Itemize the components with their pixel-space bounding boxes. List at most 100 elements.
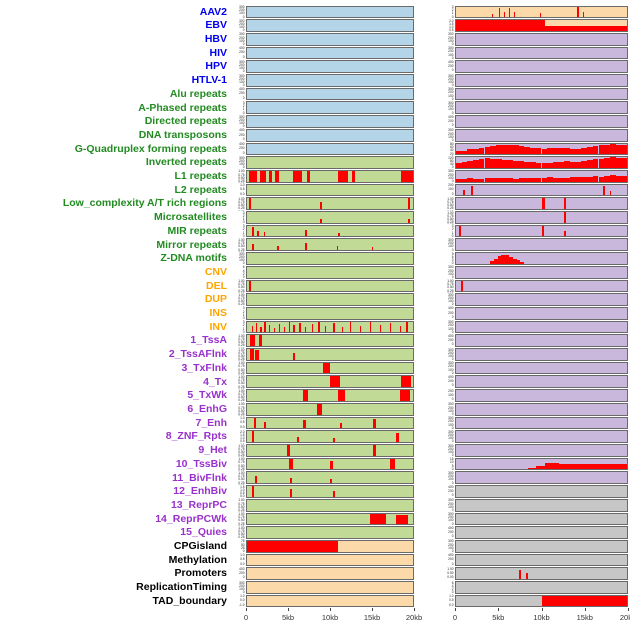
signal-bar	[514, 12, 516, 18]
y-tick-label: 0.75	[447, 213, 454, 218]
y-tick-label: 0.25	[238, 357, 245, 362]
y-tick-label: 2	[242, 104, 245, 109]
left-track-panel	[246, 128, 414, 142]
left-track-panel	[246, 430, 414, 443]
y-tick-label: 100	[448, 271, 454, 276]
y-tick-label: 200	[448, 49, 454, 54]
x-axis-spacer	[0, 608, 246, 630]
y-tick-label: 0.5	[240, 187, 245, 192]
left-y-axis: 2.01.51.00.50.0	[232, 430, 246, 444]
right-y-axis: 400 200 0	[441, 526, 455, 540]
y-tick-label: 400	[448, 333, 454, 338]
right-track-panel	[455, 5, 628, 19]
y-tick-label: 1	[451, 230, 454, 235]
signal-bar	[478, 158, 485, 168]
left-track-panel	[246, 293, 414, 306]
signal-bar	[563, 198, 567, 210]
y-tick-label: 40	[449, 162, 454, 167]
signal-bar	[373, 445, 377, 456]
y-tick-label: 0.25	[238, 384, 245, 389]
signal-bar	[338, 170, 349, 182]
row-label-htlv-1: HTLV-1	[191, 74, 227, 87]
y-tick-label: 3	[242, 224, 245, 229]
y-tick-label: 0.75	[238, 528, 245, 533]
y-tick-label: -1.0	[239, 602, 245, 607]
y-tick-label: 300	[239, 5, 245, 9]
signal-bar	[351, 170, 355, 182]
y-tick-label: 1.0	[240, 594, 245, 599]
signal-bar	[338, 390, 345, 401]
y-tick-label: 200	[239, 91, 245, 96]
y-tick-label: 1.00	[238, 388, 245, 393]
signal-bar	[552, 162, 559, 168]
x-tick-label: 5kb	[281, 613, 295, 622]
left-track-panel	[246, 19, 414, 32]
x-tick-mark	[288, 608, 289, 611]
row-label-replicationtiming: ReplicationTiming	[136, 581, 227, 594]
signal-bar	[255, 475, 258, 484]
left-track-panel	[246, 87, 414, 101]
y-tick-label: 100	[448, 134, 454, 139]
right-y-axis: 300 200 100 0	[441, 46, 455, 60]
signal-bar	[564, 160, 570, 168]
row-label-10-tssbiv: 10_TssBiv	[175, 457, 227, 470]
row-label-l2-repeats: L2 repeats	[174, 183, 227, 196]
right-track-panel	[455, 539, 628, 553]
signal-bar	[582, 11, 584, 18]
y-tick-label: 2	[242, 309, 245, 314]
signal-bar	[512, 258, 517, 264]
signal-bar	[251, 486, 255, 497]
y-tick-label: 200	[239, 21, 245, 26]
y-tick-label: 200	[448, 104, 454, 109]
y-tick-label: 300	[448, 32, 454, 37]
signal-bar	[264, 321, 266, 333]
right-y-axis: 300 200 100 0	[441, 361, 455, 375]
signal-bar	[621, 176, 627, 182]
y-tick-label: 0.50	[238, 504, 245, 509]
column-gap	[414, 5, 441, 19]
signal-bar	[516, 260, 521, 264]
signal-bar	[278, 323, 280, 333]
signal-bar	[541, 595, 627, 607]
track-row-htlv-1: HTLV-1 300 200 100 0 300 200 100 0	[0, 74, 628, 88]
right-y-axis: 300 200 100 0	[441, 293, 455, 307]
signal-bar	[484, 158, 491, 168]
y-tick-label: 0	[451, 55, 454, 60]
y-tick-label: 100	[448, 545, 454, 550]
track-row-hiv: HIV 400 200 0 300 200 100 0	[0, 46, 628, 60]
y-tick-label: 3	[451, 258, 454, 263]
row-label-9-het: 9_Het	[198, 444, 227, 457]
signal-bar	[609, 157, 616, 168]
y-tick-label: 0.5	[240, 439, 245, 444]
y-tick-label: 0.50	[447, 571, 454, 576]
y-tick-label: 3	[242, 306, 245, 311]
y-tick-label: 2	[451, 8, 454, 13]
signal-bar	[495, 177, 502, 182]
y-tick-label: 1.00	[238, 498, 245, 503]
signal-bar	[513, 160, 519, 168]
left-y-axis: 300 200 100 0	[232, 581, 246, 595]
y-tick-label: 1.00	[238, 279, 245, 284]
y-tick-label: 200	[448, 350, 454, 355]
left-y-axis: 1.000.750.500.250.00	[232, 512, 246, 525]
right-y-axis: 400 200 0	[441, 60, 455, 74]
right-y-axis: 300 200 100 0	[441, 87, 455, 101]
column-gap	[414, 224, 441, 238]
y-tick-label: 100	[239, 79, 245, 84]
y-tick-label: 0.75	[238, 282, 245, 287]
y-tick-label: 60	[449, 145, 454, 150]
signal-bar	[408, 198, 410, 210]
signal-bar	[349, 322, 352, 333]
y-tick-label: 3	[242, 320, 245, 325]
signal-bar	[577, 6, 580, 18]
y-tick-label: 0.25	[238, 412, 245, 416]
signal-bar	[518, 161, 525, 168]
y-tick-label: 0	[451, 261, 454, 266]
right-track-panel	[455, 115, 628, 128]
y-tick-label: 100	[239, 258, 245, 263]
y-tick-label: 1.00	[238, 361, 245, 366]
signal-bar	[615, 175, 622, 182]
track-row-del: DEL1.000.750.500.250.001.000.750.500.250…	[0, 279, 628, 293]
